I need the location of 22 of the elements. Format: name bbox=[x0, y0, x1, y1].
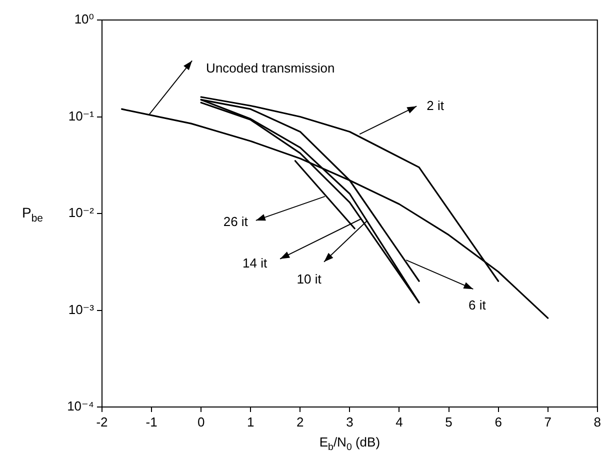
y-tick-label: 10⁻³ bbox=[68, 302, 95, 317]
y-tick-label: 10⁰ bbox=[74, 12, 94, 27]
annotation: 6 it bbox=[468, 298, 486, 313]
x-tick-label: 1 bbox=[247, 414, 254, 430]
x-tick-label: 0 bbox=[197, 414, 205, 430]
x-tick-label: 7 bbox=[544, 414, 552, 430]
annotation: 2 it bbox=[426, 98, 444, 113]
x-tick-label: 2 bbox=[296, 414, 304, 430]
x-tick-label: 6 bbox=[494, 414, 502, 430]
x-tick-label: 5 bbox=[445, 414, 452, 430]
x-tick-label: 3 bbox=[346, 414, 354, 430]
annotation: 14 it bbox=[242, 255, 268, 270]
x-tick-label: -2 bbox=[96, 414, 108, 430]
x-tick-label: -1 bbox=[146, 414, 158, 430]
annotation: 10 it bbox=[296, 271, 322, 286]
x-tick-label: 4 bbox=[396, 414, 403, 430]
annotation: 26 it bbox=[223, 214, 248, 230]
x-tick-label: 8 bbox=[594, 414, 601, 430]
y-tick-label: 10⁻² bbox=[68, 205, 95, 220]
annotation: Uncoded transmission bbox=[206, 60, 335, 76]
y-tick-label: 10⁻¹ bbox=[68, 108, 95, 124]
y-tick-label: 10⁻⁴ bbox=[67, 398, 94, 414]
